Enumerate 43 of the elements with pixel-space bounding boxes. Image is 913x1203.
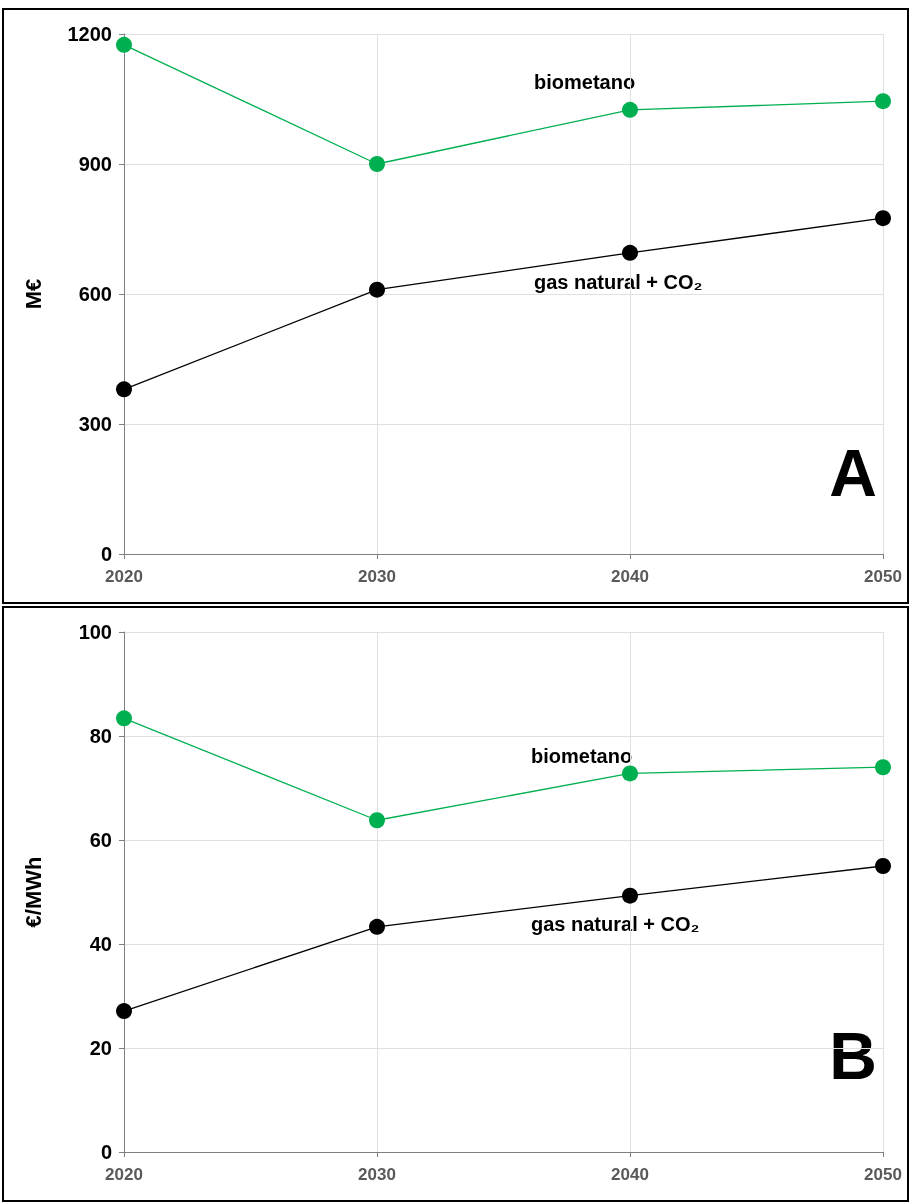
x-tick-label: 2050 <box>864 567 902 586</box>
y-tick-label: 100 <box>78 621 112 643</box>
point <box>369 812 385 829</box>
y-tick-label: 1200 <box>67 23 112 45</box>
series-label: gas natural + CO₂ <box>531 913 700 935</box>
point <box>116 1003 132 1020</box>
point <box>369 918 385 935</box>
point <box>116 710 132 727</box>
y-tick-label: 40 <box>89 933 112 955</box>
series-label: gas natural + CO₂ <box>534 271 703 293</box>
point <box>875 210 891 227</box>
annotation: B <box>829 1019 878 1093</box>
x-tick-label: 2030 <box>358 1165 396 1184</box>
point <box>622 244 638 261</box>
point <box>369 281 385 298</box>
y-axis-title: M€ <box>20 278 46 310</box>
point <box>369 156 385 172</box>
point <box>875 93 891 110</box>
point <box>116 381 132 398</box>
point <box>116 36 132 53</box>
x-tick-label: 2050 <box>864 1165 902 1184</box>
point <box>875 858 891 874</box>
y-tick-label: 60 <box>89 829 112 851</box>
y-tick-label: 20 <box>89 1037 112 1059</box>
point <box>622 765 638 782</box>
x-tick-label: 2040 <box>611 567 649 586</box>
y-tick-label: 900 <box>78 153 112 175</box>
point <box>622 101 638 118</box>
y-tick-label: 600 <box>78 283 112 305</box>
x-tick-label: 2020 <box>105 567 143 586</box>
x-tick-label: 2020 <box>105 1165 143 1184</box>
series-label: biometano <box>531 745 633 767</box>
y-axis-title: €/MWh <box>20 856 46 928</box>
x-tick-label: 2030 <box>358 567 396 586</box>
series-label: biometano <box>534 71 636 93</box>
x-tick-label: 2040 <box>611 1165 649 1184</box>
y-tick-label: 80 <box>89 725 112 747</box>
point <box>622 887 638 904</box>
y-tick-label: 300 <box>78 413 112 435</box>
point <box>875 759 891 776</box>
y-tick-label: 0 <box>100 543 112 565</box>
annotation: A <box>829 436 878 510</box>
y-tick-label: 0 <box>100 1141 112 1163</box>
